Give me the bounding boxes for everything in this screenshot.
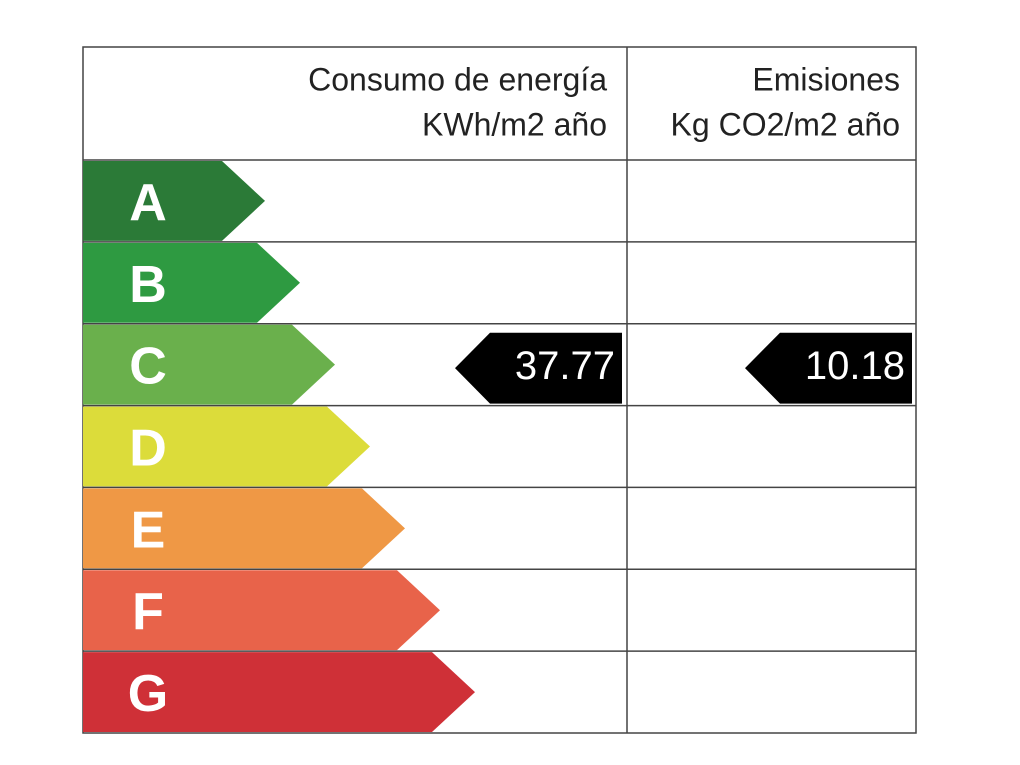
rating-arrow	[83, 406, 370, 487]
rating-letter: C	[129, 338, 167, 396]
rating-letter: E	[131, 501, 166, 559]
rating-letter: B	[129, 256, 167, 314]
rating-arrow	[83, 161, 265, 241]
rating-arrow	[83, 324, 335, 405]
rating-letter: F	[132, 583, 164, 641]
energy-unit: KWh/m2 año	[422, 106, 607, 142]
emissions-value: 10.18	[805, 344, 905, 388]
rating-letter: A	[129, 174, 167, 232]
rating-arrow	[83, 652, 475, 732]
energy-marker	[455, 332, 622, 404]
rating-arrow	[83, 570, 440, 651]
rating-arrow	[83, 488, 405, 569]
rating-arrow	[83, 242, 300, 323]
emissions-marker	[745, 332, 912, 404]
emissions-unit: Kg CO2/m2 año	[671, 106, 900, 142]
energy-value: 37.77	[515, 344, 615, 388]
emissions-title: Emisiones	[752, 61, 900, 97]
rating-letter: G	[128, 665, 168, 723]
rating-letter: D	[129, 420, 167, 478]
energy-title: Consumo de energía	[308, 61, 607, 97]
